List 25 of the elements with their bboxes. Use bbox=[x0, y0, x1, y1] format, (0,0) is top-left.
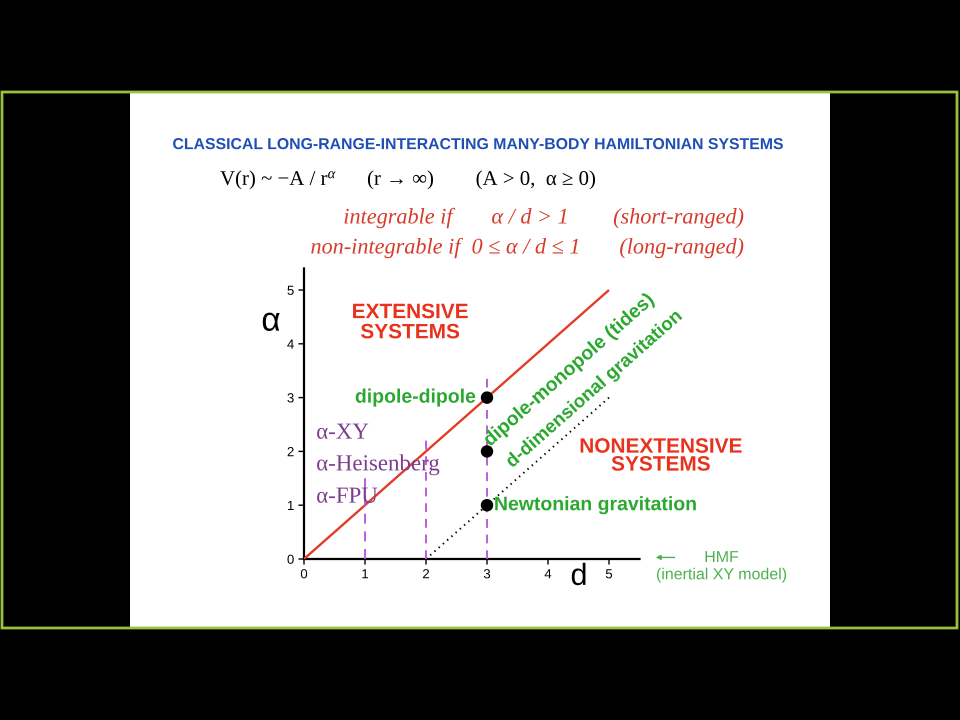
x-tick-label: 5 bbox=[606, 569, 612, 578]
x-tick-label: 3 bbox=[484, 569, 490, 578]
y-tick-label: 4 bbox=[287, 340, 294, 349]
x-tick-label: 4 bbox=[544, 569, 552, 578]
point bbox=[480, 445, 494, 458]
annotation: α-XY bbox=[317, 424, 368, 439]
x-tick-label: 1 bbox=[362, 569, 368, 578]
x-tick-label: 0 bbox=[300, 569, 308, 578]
y-tick-label: 2 bbox=[288, 446, 294, 456]
y-axis-title: α bbox=[262, 312, 280, 331]
y-tick-label: 5 bbox=[287, 286, 294, 295]
annotation: Newtonian gravitation bbox=[495, 496, 696, 514]
text: HMF (inertial XY model) bbox=[656, 551, 786, 583]
text: integrable if α / d > 1 (short-ranged) bbox=[344, 208, 744, 228]
y-tick-label: 3 bbox=[287, 393, 294, 403]
text: non-integrable if 0 ≤ α / d ≤ 1 (long-ranged) bbox=[311, 238, 744, 258]
annotation: EXTENSIVE SYSTEMS bbox=[353, 304, 468, 339]
y-tick-label: 0 bbox=[287, 554, 294, 564]
chart-title: CLASSICAL LONG-RANGE-INTERACTING MANY-BODY HAMILTONIAN SYSTEMS bbox=[173, 138, 783, 150]
point bbox=[480, 498, 494, 512]
x-axis-title: d bbox=[572, 562, 586, 586]
text: V(r) ~ −A / r$^{α}$ (r → ∞) (A > 0, α ≥ 0) bbox=[220, 170, 596, 190]
y-tick-label: 1 bbox=[288, 500, 294, 510]
annotation: α-FPU bbox=[317, 488, 378, 503]
x-tick-label: 2 bbox=[422, 569, 430, 578]
